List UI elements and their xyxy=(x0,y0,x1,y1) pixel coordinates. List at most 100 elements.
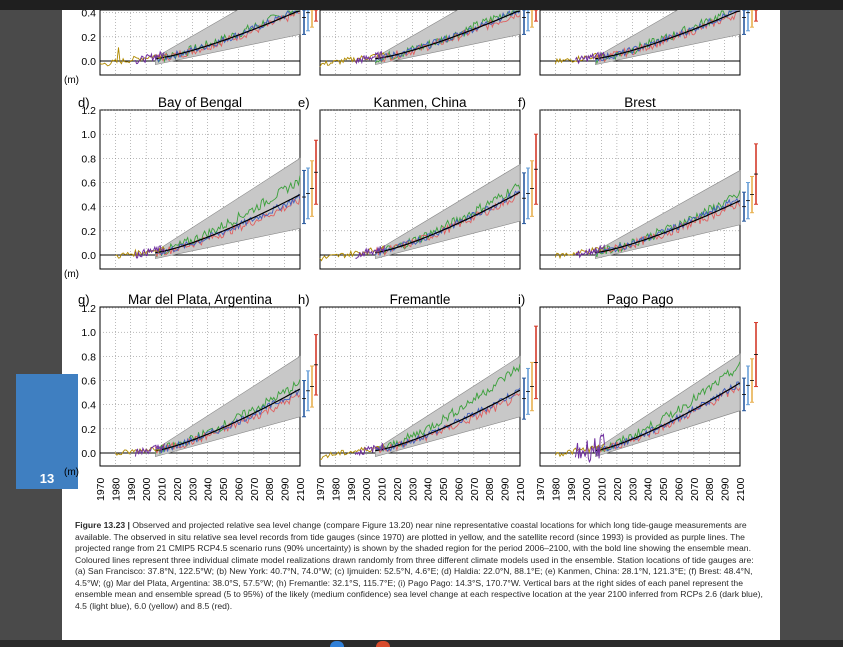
taskbar-icon[interactable] xyxy=(376,641,390,647)
panel-title: Bay of Bengal xyxy=(158,95,242,110)
x-tick-label: 2090 xyxy=(500,477,512,501)
blue-realization-line xyxy=(594,10,741,62)
red-realization-line xyxy=(375,11,521,63)
tide-gauge-line xyxy=(320,443,386,460)
figure-label: Figure 13.23 | xyxy=(75,520,130,530)
y-tick-label: 0.4 xyxy=(81,400,96,412)
x-tick-label: 2070 xyxy=(249,477,261,501)
panel-title: Brest xyxy=(624,95,656,110)
y-tick-label: 0.0 xyxy=(81,250,96,262)
x-tick-label: 2060 xyxy=(453,477,465,501)
red-realization-line xyxy=(594,200,741,255)
satellite-line xyxy=(354,443,385,457)
satellite-line xyxy=(574,433,605,464)
satellite-line xyxy=(134,50,165,65)
y-tick-label: 1.2 xyxy=(81,303,96,315)
green-realization-line xyxy=(595,361,741,456)
tide-gauge-line xyxy=(554,246,605,260)
y-tick-label: 0.2 xyxy=(81,226,96,238)
y-tick-label: 0.0 xyxy=(81,56,96,68)
y-tick-label: 0.4 xyxy=(81,202,96,214)
x-tick-label: 2070 xyxy=(469,477,481,501)
satellite-line xyxy=(134,443,165,457)
ensemble-mean-line xyxy=(155,388,301,452)
blue-realization-line xyxy=(155,388,301,454)
ensemble-mean-line xyxy=(155,10,301,60)
caption-line-0: Observed and projected relative sea leve… xyxy=(132,520,747,530)
x-tick-label: 2090 xyxy=(280,477,292,501)
uncertainty-band xyxy=(595,353,741,458)
panel-label: d) xyxy=(78,95,90,110)
green-realization-line xyxy=(374,363,521,452)
uncertainty-band xyxy=(375,355,521,458)
x-tick-label: 2100 xyxy=(735,477,747,501)
uncertainty-band xyxy=(155,355,301,458)
x-tick-label: 2050 xyxy=(218,477,230,501)
panel-label: g) xyxy=(78,292,90,307)
tide-gauge-line xyxy=(99,47,165,67)
uncertainty-band xyxy=(155,157,301,259)
caption-line-7: 4.5 (light blue), 6.0 (yellow) and 8.5 (… xyxy=(75,600,233,611)
x-tick-label: 1990 xyxy=(346,477,358,501)
satellite-line xyxy=(355,245,385,259)
y-tick-label: 0.2 xyxy=(81,424,96,436)
panel-label: f) xyxy=(518,95,526,110)
page-number: 13 xyxy=(39,471,55,486)
tide-gauge-line xyxy=(319,52,385,68)
uncertainty-band xyxy=(375,163,521,260)
uncertainty-band xyxy=(595,169,741,260)
satellite-line xyxy=(134,245,165,259)
x-tick-label: 2080 xyxy=(484,477,496,501)
ensemble-mean-line xyxy=(595,200,741,254)
ensemble-mean-line xyxy=(155,194,301,254)
x-tick-label: 2070 xyxy=(689,477,701,501)
x-tick-label: 2100 xyxy=(515,477,527,501)
x-tick-label: 2060 xyxy=(673,477,685,501)
blue-realization-line xyxy=(155,10,300,63)
ensemble-mean-line xyxy=(375,389,521,452)
taskbar-icon[interactable] xyxy=(330,641,344,647)
red-realization-line xyxy=(154,391,301,454)
satellite-line xyxy=(354,50,385,65)
x-tick-label: 2010 xyxy=(377,477,389,501)
x-tick-label: 1990 xyxy=(126,477,138,501)
satellite-line xyxy=(574,244,605,259)
red-realization-line xyxy=(595,385,741,453)
y-tick-label: 1.0 xyxy=(81,327,96,339)
y-tick-label: 0.8 xyxy=(81,153,96,165)
chapter-tab xyxy=(16,374,78,489)
panel-title: Kanmen, China xyxy=(373,95,467,110)
y-unit-label: (m) xyxy=(64,467,79,478)
caption-line-2: projected range from 21 CMIP5 RCP4.5 sce… xyxy=(75,543,751,553)
x-tick-label: 2030 xyxy=(187,477,199,501)
x-tick-label: 2060 xyxy=(233,477,245,501)
x-tick-label: 2020 xyxy=(612,477,624,501)
y-unit-label: (m) xyxy=(64,269,79,280)
viewer-top-bar xyxy=(0,0,843,10)
x-tick-label: 2000 xyxy=(141,477,153,501)
y-tick-label: 0.8 xyxy=(81,351,96,363)
y-tick-label: 1.0 xyxy=(81,129,96,141)
y-tick-label: 0.6 xyxy=(81,178,96,190)
x-tick-label: 1980 xyxy=(110,477,122,501)
y-tick-label: 0.4 xyxy=(81,10,96,20)
x-tick-label: 2040 xyxy=(203,477,215,501)
x-tick-label: 2050 xyxy=(438,477,450,501)
green-realization-line xyxy=(154,175,301,258)
caption-line-5: 4.5°W; (g) Mar del Plata, Argentina: 38.… xyxy=(75,577,743,588)
x-tick-label: 1980 xyxy=(330,477,342,501)
panel-title: Pago Pago xyxy=(607,292,674,307)
y-tick-label: 1.2 xyxy=(81,105,96,117)
y-tick-label: 0.2 xyxy=(81,32,96,44)
blue-realization-line xyxy=(595,197,741,256)
panel-label: e) xyxy=(298,95,310,110)
x-tick-label: 2020 xyxy=(172,477,184,501)
ensemble-mean-line xyxy=(595,382,741,452)
ensemble-mean-line xyxy=(375,191,521,254)
x-tick-label: 2010 xyxy=(157,477,169,501)
caption-line-4: (a) San Francisco: 37.8°N, 122.5°W; (b) … xyxy=(75,566,753,576)
x-tick-label: 2000 xyxy=(361,477,373,501)
ensemble-mean-line xyxy=(375,10,521,60)
x-tick-label: 2030 xyxy=(407,477,419,501)
